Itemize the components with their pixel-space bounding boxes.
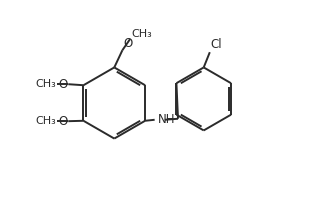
Text: CH₃: CH₃ <box>36 79 57 89</box>
Text: O: O <box>123 37 133 50</box>
Text: CH₃: CH₃ <box>131 29 152 39</box>
Text: Cl: Cl <box>211 38 222 51</box>
Text: O: O <box>59 78 68 91</box>
Text: NH: NH <box>158 113 176 126</box>
Text: CH₃: CH₃ <box>36 116 57 126</box>
Text: O: O <box>59 115 68 128</box>
